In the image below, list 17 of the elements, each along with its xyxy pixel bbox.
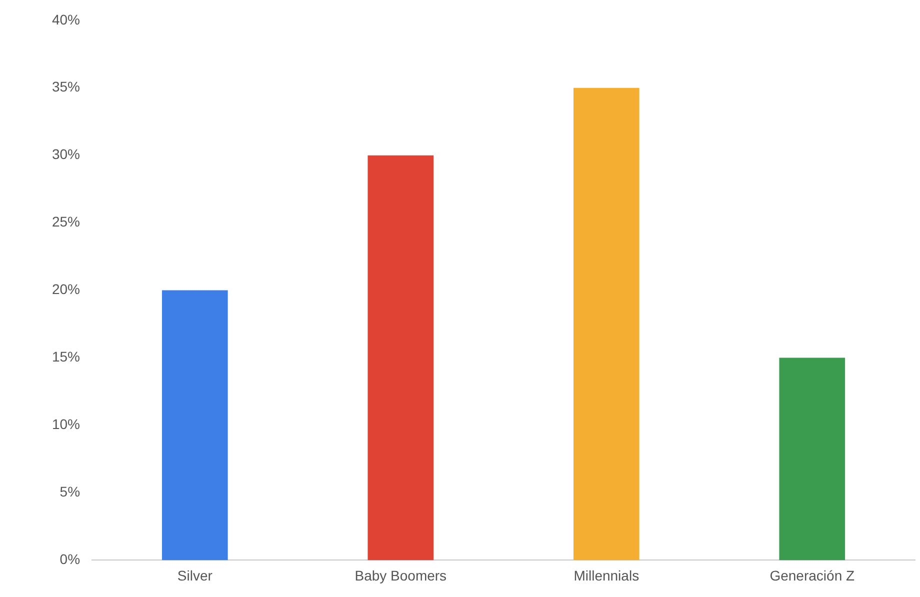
y-tick-label: 40%: [52, 11, 80, 28]
y-tick-label: 5%: [60, 484, 80, 500]
bar: [368, 155, 434, 560]
y-tick-label: 35%: [52, 78, 80, 95]
y-tick-label: 25%: [52, 214, 80, 230]
y-tick-label: 0%: [60, 551, 80, 568]
x-tick-label: Silver: [177, 567, 213, 584]
x-tick-label: Baby Boomers: [354, 567, 447, 584]
bar: [162, 290, 228, 560]
y-tick-label: 15%: [52, 348, 80, 365]
x-tick-label: Generación Z: [770, 567, 855, 584]
bar: [779, 358, 846, 560]
bar: [573, 88, 640, 560]
y-tick-label: 20%: [52, 281, 80, 298]
y-tick-label: 30%: [52, 146, 80, 162]
y-tick-label: 10%: [52, 416, 80, 432]
x-tick-label: Millennials: [574, 567, 640, 584]
